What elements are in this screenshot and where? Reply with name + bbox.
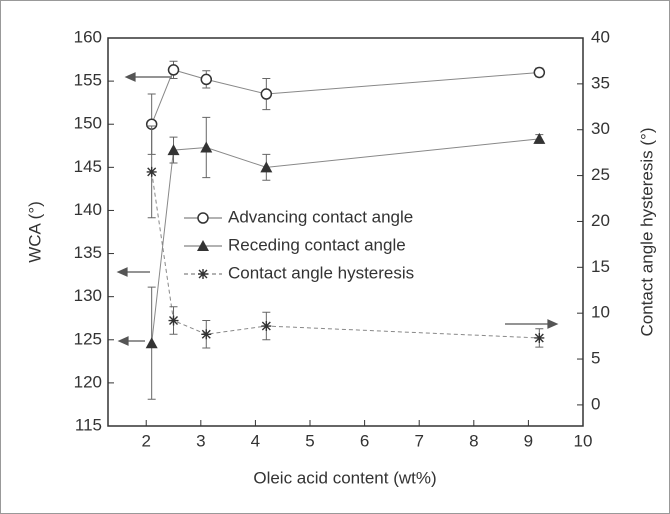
y-axis-label: WCA (°): [25, 201, 44, 263]
legend-marker: [198, 269, 208, 279]
y-tick-label: 130: [74, 286, 102, 305]
marker: [534, 67, 544, 77]
y-tick-label: 120: [74, 372, 102, 391]
y-tick-label: 160: [74, 27, 102, 46]
x-tick-label: 3: [196, 431, 205, 450]
x-tick-label: 8: [469, 431, 478, 450]
y2-tick-label: 0: [591, 394, 600, 413]
x-axis-label: Oleic acid content (wt%): [253, 468, 436, 487]
x-tick-label: 4: [251, 431, 260, 450]
x-tick-label: 5: [305, 431, 314, 450]
x-tick-label: 7: [414, 431, 423, 450]
y2-tick-label: 40: [591, 27, 610, 46]
marker: [201, 329, 211, 339]
y-tick-label: 145: [74, 157, 102, 176]
y2-tick-label: 15: [591, 257, 610, 276]
y2-tick-label: 30: [591, 119, 610, 138]
legend-marker: [198, 213, 208, 223]
chart: Oleic acid content (wt%) WCA (°) Contact…: [0, 0, 670, 514]
y-tick-label: 140: [74, 200, 102, 219]
marker: [261, 321, 271, 331]
y2-tick-label: 35: [591, 73, 610, 92]
legend-label: Advancing contact angle: [228, 207, 413, 226]
x-tick-label: 6: [360, 431, 369, 450]
marker: [534, 333, 544, 343]
legend-label: Receding contact angle: [228, 235, 406, 254]
y2-tick-label: 10: [591, 303, 610, 322]
x-tick-label: 9: [524, 431, 533, 450]
y-tick-label: 125: [74, 329, 102, 348]
marker: [201, 74, 211, 84]
y-tick-label: 115: [75, 415, 102, 434]
y-tick-label: 150: [74, 114, 102, 133]
y2-tick-label: 20: [591, 211, 610, 230]
y2-tick-label: 5: [591, 349, 600, 368]
legend-label: Contact angle hysteresis: [228, 263, 414, 282]
marker: [261, 89, 271, 99]
y-tick-label: 155: [74, 71, 102, 90]
marker: [147, 167, 157, 177]
y2-axis-label: Contact angle hysteresis (°): [637, 128, 656, 337]
x-tick-label: 2: [141, 431, 150, 450]
marker: [169, 316, 179, 326]
y-tick-label: 135: [74, 243, 102, 262]
marker: [169, 65, 179, 75]
y2-tick-label: 25: [591, 165, 610, 184]
x-tick-label: 10: [574, 431, 593, 450]
